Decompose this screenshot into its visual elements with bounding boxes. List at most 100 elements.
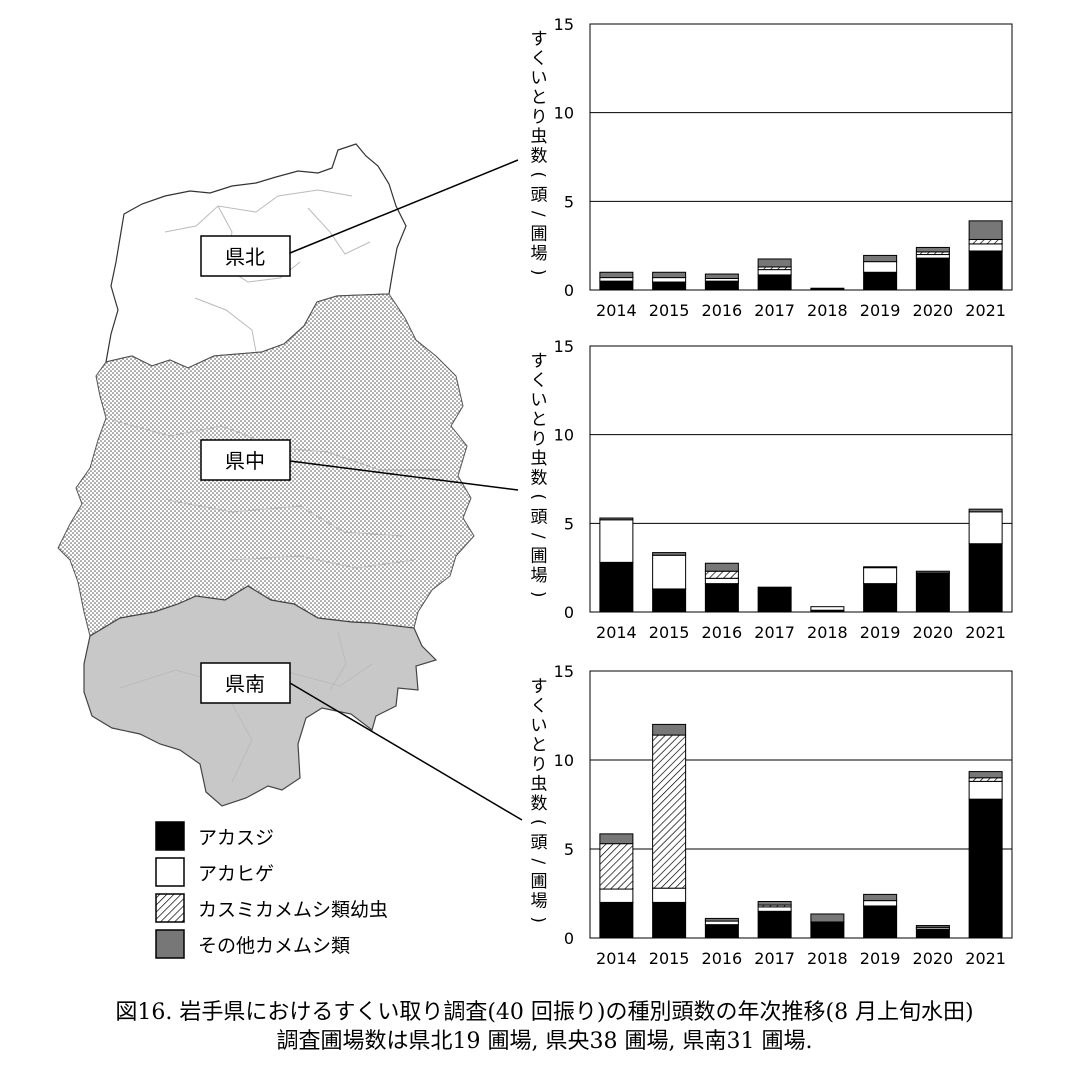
bar-segment-akahige: [810, 606, 845, 611]
bar-segment-akasuji: [757, 910, 792, 939]
bar-segment-akahige: [968, 243, 1003, 252]
bar-segment-akasuji: [704, 924, 739, 939]
bar-segment-akasuji: [704, 280, 739, 291]
bar-segment-other: [863, 893, 898, 902]
bar-segment-akahige: [599, 519, 634, 563]
y-axis-label-char: い: [531, 390, 548, 410]
connector-north: [289, 159, 519, 254]
y-tick-label: 10: [554, 426, 574, 445]
x-tick-label: 2014: [596, 301, 637, 320]
bar-segment-akasuji: [810, 287, 845, 291]
bar-segment-akasuji: [652, 281, 687, 291]
bar-segment-akahige: [704, 577, 739, 585]
bar-segment-other: [863, 254, 898, 263]
x-tick-label: 2014: [596, 623, 637, 642]
y-axis-label-char: /: [528, 211, 548, 217]
x-tick-label: 2019: [860, 301, 901, 320]
legend-swatch-akasuji: [155, 821, 185, 851]
y-axis-label-char: 頭: [531, 507, 548, 527]
connector-lines: [289, 159, 523, 821]
y-axis-label-char: く: [531, 371, 548, 391]
y-axis-label-char: 場: [531, 566, 548, 586]
x-tick-label: 2016: [702, 301, 743, 320]
bar-segment-other: [915, 570, 950, 574]
x-tick-label: 2021: [965, 949, 1006, 968]
y-axis-label-char: い: [531, 68, 548, 88]
bar-segment-kasumi: [968, 238, 1003, 245]
connector-central: [289, 460, 519, 491]
y-axis-label-char: (: [528, 171, 548, 178]
bar-segment-akasuji: [757, 586, 792, 613]
bar-segment-akahige: [863, 261, 898, 273]
bar-segment-kasumi: [652, 734, 687, 889]
x-tick-label: 2021: [965, 301, 1006, 320]
y-tick-label: 5: [564, 514, 574, 533]
y-axis-label-char: ): [528, 269, 548, 276]
y-tick-label: 10: [554, 104, 574, 123]
x-tick-label: 2020: [913, 949, 954, 968]
x-tick-label: 2015: [649, 623, 690, 642]
x-tick-label: 2015: [649, 949, 690, 968]
bar-segment-akasuji: [652, 901, 687, 939]
bar-segment-akahige: [704, 920, 739, 926]
x-tick-label: 2018: [807, 301, 848, 320]
bar-segment-other: [652, 723, 687, 736]
y-axis-label-char: 虫: [531, 774, 548, 794]
y-axis-label-char: く: [531, 49, 548, 69]
region-label-central: 県中: [200, 439, 291, 481]
legend-swatch-kasumi: [155, 893, 185, 923]
y-axis-label-char: 場: [531, 891, 548, 911]
bar-segment-other: [968, 771, 1003, 779]
bar-segment-other: [968, 220, 1003, 240]
y-axis-label-char: り: [531, 429, 548, 449]
connector-south: [289, 682, 523, 821]
bar-segment-akasuji: [599, 280, 634, 291]
y-axis-label-char: /: [528, 533, 548, 539]
bar-segment-akahige: [863, 567, 898, 585]
bar-segment-other: [863, 566, 898, 569]
bar-segment-other: [599, 517, 634, 521]
y-axis-label-char: い: [531, 716, 548, 736]
y-axis-label-char: 圃: [531, 872, 548, 892]
y-tick-label: 0: [564, 603, 574, 622]
x-tick-label: 2021: [965, 623, 1006, 642]
bar-segment-akahige: [863, 900, 898, 907]
bar-segment-other: [652, 552, 687, 556]
bar-segment-akahige: [599, 888, 634, 903]
bar-segment-akasuji: [652, 588, 687, 613]
bar-segment-akahige: [652, 887, 687, 903]
bar-segment-other: [652, 271, 687, 279]
caption-line-1: 図16. 岩手県におけるすくい取り調査(40 回振り)の種別頭数の年次推移(8 …: [115, 1000, 974, 1025]
x-tick-label: 2016: [702, 949, 743, 968]
bar-segment-other: [757, 258, 792, 268]
y-tick-label: 10: [554, 751, 574, 770]
bar-segment-other: [810, 913, 845, 923]
legend-label-akasuji: アカスジ: [198, 827, 274, 849]
legend-label-other: その他カメムシ類: [198, 935, 350, 957]
y-axis-label-char: ): [528, 916, 548, 923]
y-axis-label-char: す: [531, 677, 548, 697]
y-axis-label-char: と: [531, 735, 548, 755]
municipal-borders: [111, 189, 440, 783]
bar-segment-kasumi: [704, 570, 739, 579]
x-tick-label: 2018: [807, 949, 848, 968]
x-tick-label: 2018: [807, 623, 848, 642]
bar-segment-akasuji: [757, 274, 792, 291]
bar-segment-akasuji: [915, 928, 950, 939]
x-tick-label: 2014: [596, 949, 637, 968]
y-axis-label-char: り: [531, 107, 548, 127]
figure-caption: 図16. 岩手県におけるすくい取り調査(40 回振り)の種別頭数の年次推移(8 …: [0, 998, 1089, 1056]
x-tick-label: 2017: [754, 623, 795, 642]
y-axis-label-char: り: [531, 755, 548, 775]
bar-segment-akasuji: [915, 572, 950, 613]
region-label-north-text: 県北: [225, 245, 265, 269]
bar-segment-akahige: [968, 511, 1003, 545]
y-tick-label: 15: [554, 662, 574, 681]
bar-segment-akasuji: [968, 798, 1003, 939]
caption-line-2: 調査圃場数は県北19 圃場, 県央38 圃場, 県南31 圃場.: [276, 1029, 813, 1054]
y-axis-label-char: 虫: [531, 127, 548, 147]
bar-segment-akasuji: [810, 921, 845, 939]
